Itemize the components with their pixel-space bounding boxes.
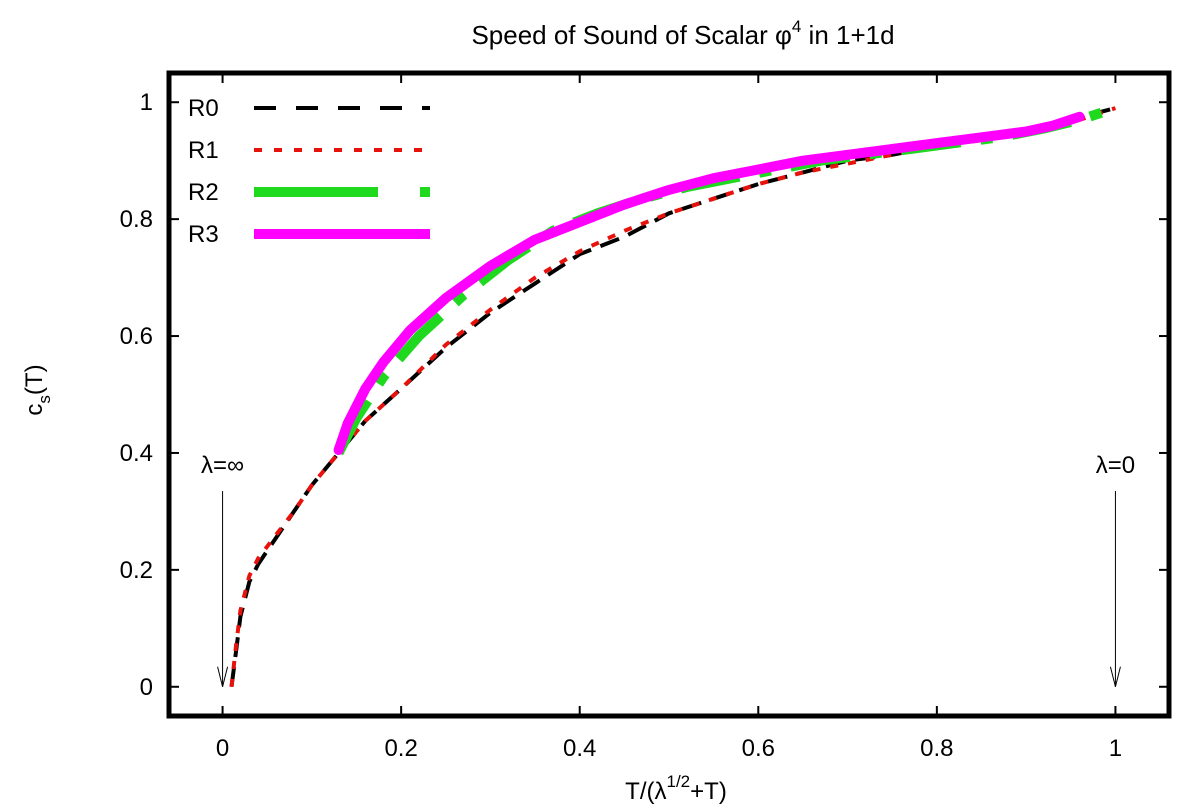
annotation-label: λ=∞ bbox=[201, 452, 244, 479]
chart-title-prefix: Speed of Sound of Scalar bbox=[471, 20, 775, 50]
annotation-arrow-head bbox=[217, 666, 229, 687]
svg-text:cs(T): cs(T) bbox=[21, 364, 54, 415]
series-line-r2 bbox=[334, 106, 1109, 456]
x-tick-label: 0.4 bbox=[563, 735, 596, 762]
svg-text:Speed of Sound of Scalar φ4 in: Speed of Sound of Scalar φ4 in 1+1d bbox=[471, 17, 894, 50]
x-tick-label: 0 bbox=[216, 735, 229, 762]
plot-frame bbox=[166, 70, 1172, 719]
chart-title: Speed of Sound of Scalar φ4 in 1+1d bbox=[471, 17, 894, 50]
chart-title-symbol: φ bbox=[775, 20, 792, 50]
series-layer bbox=[229, 106, 1117, 688]
x-tick-label: 1 bbox=[1109, 735, 1122, 762]
x-tick-label: 0.6 bbox=[742, 735, 775, 762]
x-axis-label-superscript: 1/2 bbox=[667, 772, 691, 791]
svg-text:T/(λ1/2+T): T/(λ1/2+T) bbox=[625, 772, 727, 805]
legend-label-r2: R2 bbox=[188, 179, 219, 206]
y-tick-label: 0.4 bbox=[120, 440, 153, 467]
x-tick-label: 0.8 bbox=[920, 735, 953, 762]
chart-title-suffix: in 1+1d bbox=[801, 20, 894, 50]
annotation-label: λ=0 bbox=[1096, 452, 1135, 479]
annotation-arrow-head bbox=[1109, 666, 1121, 687]
x-axis-label-prefix: T/(λ bbox=[625, 778, 666, 805]
x-axis-label: T/(λ1/2+T) bbox=[625, 772, 727, 805]
legend-label-r0: R0 bbox=[188, 95, 219, 122]
y-axis-label-subscript: s bbox=[35, 395, 54, 404]
ticks-layer: 0 0.2 0.4 0.6 0.8 1 0 0.2 0.4 0.6 0.8 1 bbox=[120, 73, 1169, 762]
legend-label-r3: R3 bbox=[188, 221, 219, 248]
legend: R0 R1 R2 R3 bbox=[188, 95, 430, 248]
y-tick-label: 0 bbox=[140, 674, 153, 701]
y-tick-label: 0.8 bbox=[120, 206, 153, 233]
y-tick-label: 0.6 bbox=[120, 323, 153, 350]
annotations-layer: λ=∞ λ=0 bbox=[201, 452, 1135, 687]
series-line-r3 bbox=[333, 111, 1085, 455]
y-axis-label-base: c bbox=[21, 404, 48, 416]
y-tick-label: 1 bbox=[140, 89, 153, 116]
chart-title-superscript: 4 bbox=[792, 17, 801, 36]
x-axis-label-suffix: +T) bbox=[690, 778, 727, 805]
y-axis-label-suffix: (T) bbox=[21, 364, 48, 395]
legend-label-r1: R1 bbox=[188, 137, 219, 164]
y-axis-label: cs(T) bbox=[21, 364, 54, 415]
x-tick-label: 0.2 bbox=[384, 735, 417, 762]
y-tick-label: 0.2 bbox=[120, 557, 153, 584]
